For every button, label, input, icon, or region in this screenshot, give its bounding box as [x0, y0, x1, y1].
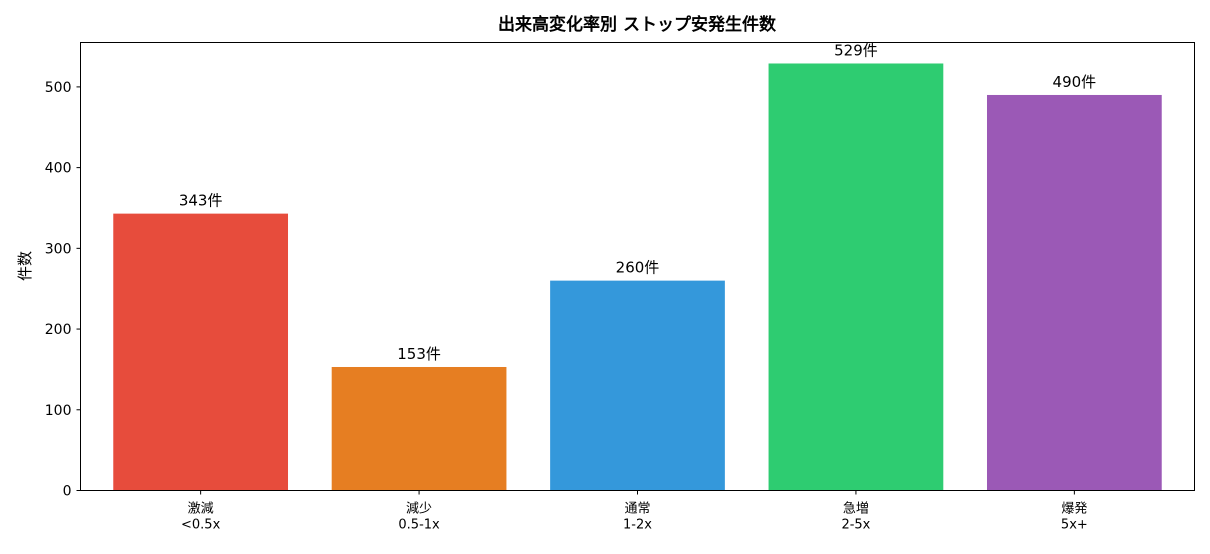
bar [113, 213, 289, 491]
x-tick-label: 激減 [188, 501, 214, 517]
y-tick-label: 200 [45, 322, 72, 338]
x-tick-label: 0.5-1x [398, 518, 440, 533]
plot-frame [80, 42, 1195, 491]
bar [986, 94, 1162, 491]
x-tick-label: 爆発 [1061, 502, 1087, 517]
bars-layer: 343件 153件 260件 529件 490件 [113, 41, 1162, 491]
y-axis-ticks: 0 100 200 300 400 500 [45, 80, 81, 500]
x-tick-label: 急増 [843, 502, 869, 517]
x-tick-label: <0.5x [181, 518, 221, 533]
chart-title: 出来高変化率別 ストップ安発生件数 [498, 14, 777, 35]
y-axis-label: 件数 [16, 251, 34, 281]
bar-value-label: 343件 [179, 192, 223, 210]
x-tick-label: 2-5x [841, 518, 870, 533]
y-tick-label: 0 [63, 484, 72, 500]
bar-value-label: 529件 [834, 41, 878, 59]
bar [768, 63, 944, 491]
bar [550, 280, 725, 491]
bar [331, 366, 507, 491]
y-tick-label: 400 [45, 161, 72, 177]
y-tick-label: 100 [45, 403, 72, 419]
x-tick-label: 1-2x [623, 518, 652, 533]
x-tick-label: 通常 [624, 502, 650, 517]
bar-value-label: 260件 [616, 259, 660, 277]
y-tick-label: 500 [45, 80, 72, 96]
y-tick-label: 300 [45, 241, 72, 257]
x-tick-label: 減少 [406, 501, 432, 517]
bar-value-label: 153件 [397, 345, 441, 363]
bar-value-label: 490件 [1053, 73, 1097, 91]
x-tick-label: 5x+ [1061, 518, 1088, 533]
